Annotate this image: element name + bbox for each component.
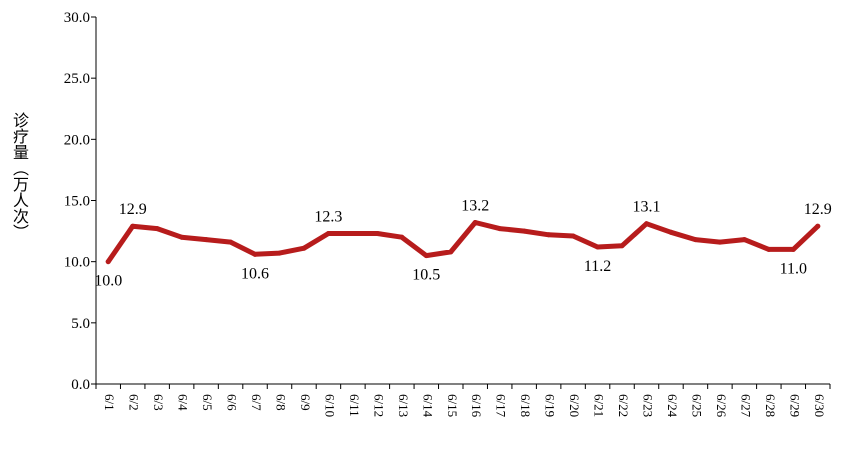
x-tick-label: 6/6 (225, 394, 240, 411)
data-point (325, 231, 331, 237)
x-tick-label: 6/17 (494, 394, 509, 418)
data-point (203, 237, 209, 243)
x-tick-label: 6/8 (274, 394, 289, 411)
data-point (105, 259, 111, 265)
data-point (521, 228, 527, 234)
data-label: 12.3 (314, 209, 342, 226)
x-tick-label: 6/21 (592, 394, 607, 417)
data-point (692, 237, 698, 243)
x-tick-label: 6/10 (322, 394, 337, 417)
data-point (179, 234, 185, 240)
data-point (595, 244, 601, 250)
y-tick-label: 20.0 (64, 132, 90, 148)
data-point (668, 229, 674, 235)
data-point (815, 223, 821, 229)
data-point (570, 233, 576, 239)
data-label: 11.2 (584, 258, 611, 275)
x-tick-label: 6/30 (812, 394, 827, 417)
y-tick-label: 10.0 (64, 255, 90, 271)
data-label: 12.9 (119, 201, 147, 218)
x-tick-label: 6/27 (738, 394, 753, 418)
x-tick-label: 6/29 (787, 394, 802, 417)
data-label: 13.1 (633, 199, 661, 216)
x-tick-label: 6/5 (200, 394, 215, 411)
y-tick-label: 0.0 (71, 377, 90, 393)
y-tick-label: 30.0 (64, 10, 90, 26)
x-tick-label: 6/20 (567, 394, 582, 417)
data-point (130, 223, 136, 229)
y-tick-label: 25.0 (64, 71, 90, 87)
data-label: 10.5 (412, 267, 440, 284)
x-tick-label: 6/26 (714, 394, 729, 418)
data-label: 10.0 (94, 273, 122, 290)
series-line (105, 220, 821, 265)
y-axis-label: 诊疗量（万人次） (10, 112, 29, 240)
x-tick-label: 6/13 (396, 394, 411, 417)
data-point (252, 251, 258, 257)
y-axis: 0.0 5.0 10.0 15.0 20.0 25.0 30.0 (64, 10, 97, 393)
x-tick-label: 6/22 (616, 394, 631, 417)
data-point (619, 243, 625, 249)
data-point (790, 246, 796, 252)
data-label: 11.0 (780, 260, 807, 277)
data-point (497, 226, 503, 232)
x-tick-label: 6/7 (249, 394, 264, 411)
y-tick-label: 15.0 (64, 194, 90, 210)
data-point (154, 226, 160, 232)
x-tick-label: 6/4 (176, 394, 191, 411)
data-point (228, 239, 234, 245)
data-point (766, 246, 772, 252)
y-tick-label: 5.0 (71, 316, 90, 332)
data-point (448, 249, 454, 255)
data-point (644, 221, 649, 227)
x-tick-label: 6/19 (543, 394, 558, 417)
x-tick-label: 6/24 (665, 394, 680, 418)
data-label-layer: 10.0 12.9 10.6 12.3 10.5 13.2 11.2 13.1 11.0 12.9 (94, 198, 832, 290)
x-tick-label: 6/25 (689, 394, 704, 417)
x-tick-label: 6/3 (151, 394, 166, 411)
data-point (399, 234, 405, 240)
x-tick-label: 6/15 (445, 394, 460, 417)
data-point (741, 237, 747, 243)
x-axis: 6/1 6/2 6/3 6/4 6/5 6/6 6/7 6/8 6/9 6/10 6/11 6/12 6… (95, 383, 831, 418)
x-tick-label: 6/12 (371, 394, 386, 417)
data-label: 13.2 (461, 198, 489, 215)
x-tick-label: 6/23 (641, 394, 656, 417)
x-tick-label: 6/2 (127, 394, 142, 411)
data-point (717, 239, 723, 245)
data-point (423, 253, 429, 259)
data-point (350, 231, 356, 237)
data-point (546, 232, 552, 238)
data-point (277, 250, 282, 256)
data-label: 10.6 (241, 265, 269, 282)
x-tick-label: 6/16 (469, 394, 484, 418)
data-point (301, 245, 307, 251)
x-tick-label: 6/14 (420, 394, 435, 418)
x-tick-label: 6/1 (102, 394, 117, 411)
x-tick-label: 6/28 (763, 394, 778, 417)
data-point (374, 231, 380, 237)
x-tick-label: 6/18 (518, 394, 533, 417)
series-layer (105, 220, 821, 265)
data-point (472, 220, 478, 226)
data-label: 12.9 (804, 201, 832, 218)
x-tick-label: 6/11 (347, 394, 362, 417)
x-tick-label: 6/9 (298, 394, 313, 411)
